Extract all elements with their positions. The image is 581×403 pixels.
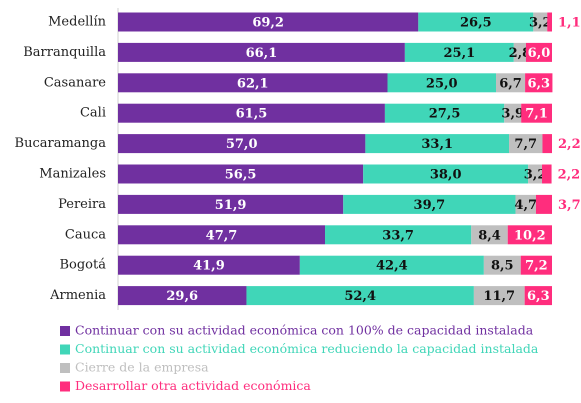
data-label: 4,7 (514, 198, 537, 213)
data-label: 6,7 (499, 76, 522, 91)
data-label: 3,2 (529, 16, 552, 31)
legend-label: Cierre de la empresa (75, 360, 209, 375)
bar-segment (547, 12, 552, 32)
y-tick-label: Manizales (39, 167, 106, 182)
bar-segment (535, 194, 552, 214)
data-label: 8,5 (491, 259, 514, 274)
data-label: 7,7 (514, 137, 537, 152)
data-label: 27,5 (429, 107, 461, 122)
data-label: 7,1 (525, 107, 548, 122)
legend-swatch (60, 363, 70, 373)
bar-segment (118, 73, 388, 93)
data-label: 6,3 (527, 76, 550, 91)
bar-segment (363, 164, 529, 184)
bar-segment (525, 73, 553, 93)
bar-segment (520, 255, 552, 275)
data-label: 3,7 (558, 198, 581, 213)
legend-swatch (60, 344, 70, 355)
data-label: 2,2 (558, 168, 581, 183)
y-tick-label: Medellín (48, 15, 106, 30)
bar-segment (525, 42, 552, 62)
data-label: 47,7 (206, 228, 238, 243)
data-label: 69,2 (252, 16, 284, 31)
data-label: 2,2 (558, 137, 581, 152)
data-label: 25,1 (444, 46, 476, 61)
data-label: 61,5 (236, 107, 268, 122)
bar-segment (118, 134, 366, 154)
data-label: 11,7 (483, 289, 515, 304)
legend-swatch (60, 326, 70, 336)
bar-segment (528, 164, 543, 184)
bar-segment (524, 286, 552, 306)
bar-segment (246, 286, 474, 306)
bar-segment (325, 225, 472, 245)
bar-segment (365, 134, 510, 154)
bar-segment (118, 286, 247, 306)
data-label: 7,2 (525, 259, 548, 274)
legend-label: Continuar con su actividad económica con… (75, 323, 534, 338)
legend-label: Continuar con su actividad económica red… (75, 341, 539, 356)
data-label: 38,0 (430, 168, 462, 183)
y-tick-label: Barranquilla (23, 45, 106, 60)
y-tick-label: Cali (80, 106, 106, 121)
legend-label: Desarrollar otra actividad económica (75, 378, 311, 393)
bar-segment (515, 194, 536, 214)
bar-segment (299, 255, 484, 275)
data-label: 6,0 (528, 46, 551, 61)
bar-segment (118, 164, 364, 184)
data-label: 57,0 (226, 137, 258, 152)
bar-segment (507, 225, 552, 245)
data-label: 29,6 (166, 289, 198, 304)
data-label: 10,2 (514, 228, 546, 243)
bar-segment (418, 12, 534, 32)
bar-segment (118, 42, 405, 62)
data-label: 8,4 (478, 228, 501, 243)
bar-segment (387, 73, 497, 93)
data-label: 52,4 (344, 289, 376, 304)
bar-segment (343, 194, 516, 214)
bar-segment (118, 194, 344, 214)
y-tick-label: Bogotá (59, 258, 106, 273)
data-label: 26,5 (460, 16, 492, 31)
bar-segment (118, 225, 326, 245)
data-label: 66,1 (246, 46, 278, 61)
bar-segment (483, 255, 521, 275)
data-label: 56,5 (225, 168, 257, 183)
bar-segment (542, 134, 552, 154)
y-tick-label: Bucaramanga (15, 136, 107, 151)
data-label: 1,1 (558, 16, 581, 31)
y-tick-label: Armenia (49, 288, 106, 303)
data-label: 62,1 (237, 76, 269, 91)
data-label: 41,9 (193, 259, 225, 274)
data-label: 6,3 (527, 289, 550, 304)
data-label: 2,8 (509, 46, 532, 61)
bar-segment (471, 225, 508, 245)
data-label: 39,7 (414, 198, 446, 213)
bar-segment (509, 134, 543, 154)
bar-segment (496, 73, 526, 93)
y-tick-label: Cauca (65, 227, 106, 242)
y-tick-label: Casanare (44, 75, 106, 90)
data-label: 51,9 (215, 198, 247, 213)
bar-segment (542, 164, 552, 184)
bar-segment (118, 103, 385, 123)
bar-segment (118, 255, 300, 275)
bar-segment (521, 103, 552, 123)
bar-segment (533, 12, 548, 32)
bar-segment (513, 42, 526, 62)
data-label: 25,0 (426, 76, 458, 91)
data-label: 3,9 (501, 107, 524, 122)
data-label: 42,4 (376, 259, 408, 274)
bar-segment (473, 286, 525, 306)
data-label: 33,1 (421, 137, 453, 152)
bar-segment (404, 42, 514, 62)
data-label: 3,2 (524, 168, 547, 183)
legend-swatch (60, 381, 70, 392)
bar-segment (384, 103, 505, 123)
y-tick-label: Pereira (58, 197, 106, 212)
bar-segment (118, 12, 419, 32)
bar-segment (504, 103, 522, 123)
data-label: 33,7 (382, 228, 414, 243)
